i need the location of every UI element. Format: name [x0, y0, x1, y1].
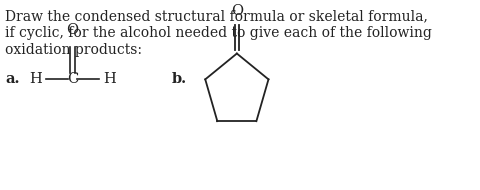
- Text: if cyclic, for the alcohol needed to give each of the following: if cyclic, for the alcohol needed to giv…: [5, 26, 432, 40]
- Text: oxidation products:: oxidation products:: [5, 43, 142, 57]
- Text: H: H: [29, 72, 42, 86]
- Text: b.: b.: [171, 72, 186, 86]
- Text: O: O: [66, 23, 79, 37]
- Text: H: H: [103, 72, 116, 86]
- Text: C: C: [67, 72, 78, 86]
- Text: a.: a.: [5, 72, 20, 86]
- Text: O: O: [231, 4, 243, 18]
- Text: Draw the condensed structural formula or skeletal formula,: Draw the condensed structural formula or…: [5, 9, 428, 23]
